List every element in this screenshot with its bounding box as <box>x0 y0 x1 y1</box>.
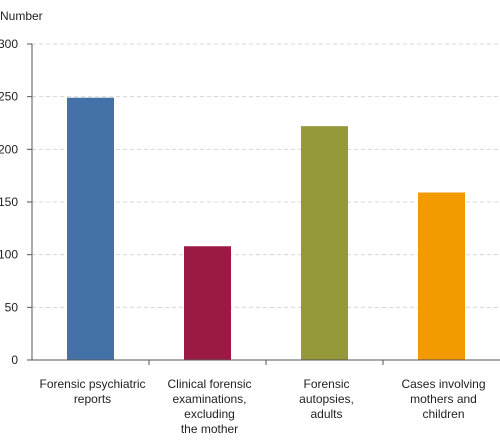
x-category-label-line: autopsies, <box>299 392 354 406</box>
x-category-label-line: Clinical forensic <box>167 377 251 391</box>
x-category-label-line: excluding <box>184 407 235 421</box>
x-category-label: Forensic autopsies, adults <box>299 377 354 421</box>
x-category-label-line: Forensic psychiatric <box>39 377 145 391</box>
x-category-label: Forensic psychiatric reports <box>39 377 145 406</box>
y-tick-label: 300 <box>0 37 18 51</box>
bar <box>418 192 465 360</box>
category-labels: Forensic psychiatric reports Clinical fore… <box>39 377 485 436</box>
x-category-label-line: examinations, <box>172 392 246 406</box>
x-category-label-line: Cases involving <box>401 377 485 391</box>
y-tick-label: 200 <box>0 142 18 156</box>
x-category-label-line: children <box>422 407 464 421</box>
x-category-label-line: Forensic <box>303 377 349 391</box>
bar <box>301 126 348 360</box>
bar <box>184 246 231 360</box>
x-category-label-line: mothers and <box>410 392 477 406</box>
x-category-label-line: reports <box>74 392 111 406</box>
axes <box>27 43 500 365</box>
x-category-label: Cases involving mothers and children <box>401 377 485 421</box>
y-tick-label: 50 <box>5 300 19 314</box>
x-category-label-line: the mother <box>181 422 238 436</box>
bars <box>67 97 465 360</box>
y-tick-label: 150 <box>0 195 18 209</box>
y-tick-labels: 0 50 100 150 200 250 300 <box>0 37 18 367</box>
y-tick-label: 0 <box>11 353 18 367</box>
bar <box>67 97 114 360</box>
y-tick-label: 100 <box>0 248 18 262</box>
y-tick-label: 250 <box>0 90 18 104</box>
x-category-label-line: adults <box>310 407 342 421</box>
y-axis-label: Number <box>0 9 43 23</box>
x-category-label: Clinical forensic examinations, excluding t… <box>167 377 251 436</box>
